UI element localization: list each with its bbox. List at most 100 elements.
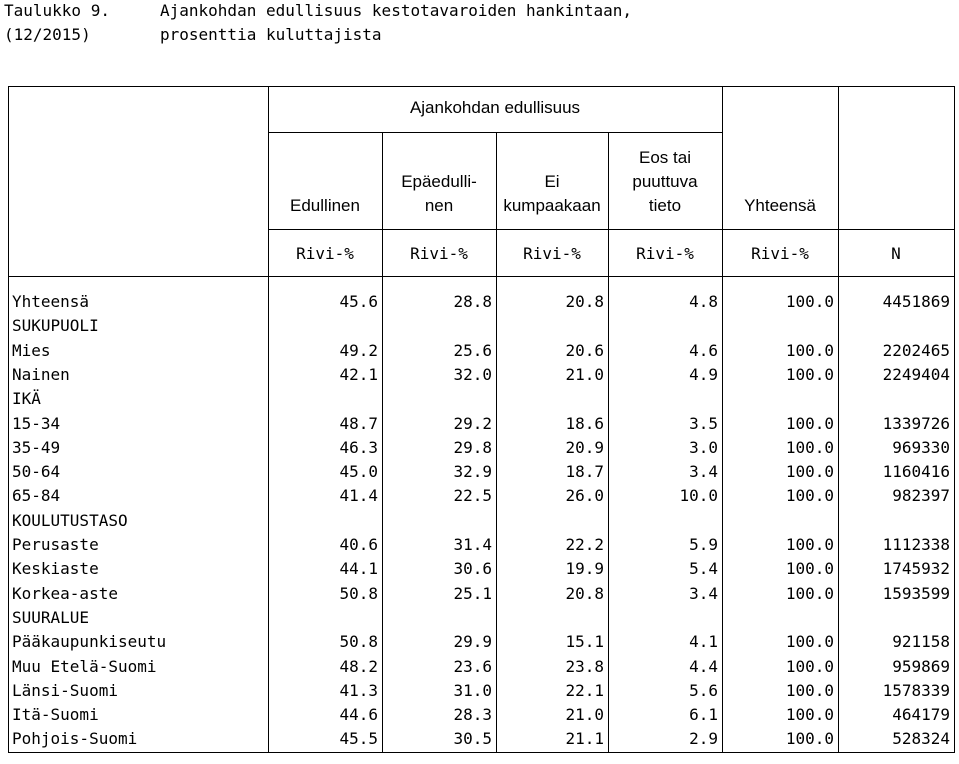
table-cell: 1578339	[882, 680, 950, 700]
table-cell: 100.0	[785, 632, 834, 652]
table-cell: 100.0	[785, 656, 834, 676]
row-label: Keskiaste	[12, 559, 99, 579]
row-label: Nainen	[12, 364, 70, 384]
column-header-line: tieto	[648, 196, 682, 215]
table-cell: 45.6	[339, 292, 378, 311]
column-header-yhteensa: Yhteensä	[722, 194, 838, 218]
table-row: Muu Etelä-Suomi 48.2 23.6 23.8 4.4 100.0 95986…	[0, 655, 959, 679]
table-cell: 22.1	[565, 680, 604, 700]
column-header-line: Ei	[544, 172, 560, 191]
table-cell: 21.1	[565, 729, 604, 749]
table-cell: 21.0	[565, 364, 604, 384]
table-cell: 45.5	[339, 729, 378, 749]
table-cell: 100.0	[785, 292, 834, 311]
table-cell: 29.9	[453, 632, 492, 652]
row-label: 15-34	[12, 413, 61, 433]
table-subtitle: prosenttia kuluttajista	[160, 25, 382, 44]
table-cell: 100.0	[785, 535, 834, 554]
table-cell: 48.7	[339, 413, 378, 433]
table-cell: 100.0	[785, 364, 834, 384]
row-label: Pääkaupunkiseutu	[12, 632, 167, 652]
table-cell: 48.2	[339, 656, 378, 676]
table-cell: 3.4	[689, 462, 718, 482]
row-label: Perusaste	[12, 535, 99, 554]
table-cell: 22.5	[453, 486, 492, 506]
column-header-line: nen	[424, 196, 454, 215]
column-header-line: Yhteensä	[744, 196, 816, 215]
table-cell: 3.5	[689, 413, 718, 433]
unit-label-n: N	[891, 244, 901, 263]
table-cell: 100.0	[785, 729, 834, 749]
table-cell: 50.8	[339, 583, 378, 603]
table-cell: 5.9	[689, 535, 718, 554]
column-header-eos: Eos tai puuttuva tieto	[608, 146, 722, 218]
table-cell: 25.1	[453, 583, 492, 603]
column-header-epaedullinen: Epäedulli-nen	[382, 170, 496, 218]
column-header-line: Eos tai	[639, 148, 691, 167]
table-row: 65-84 41.4 22.5 26.0 10.0 100.0 982397	[0, 484, 959, 508]
table-row: Pääkaupunkiseutu 50.8 29.9 15.1 4.1 100.0 9211…	[0, 630, 959, 654]
table-cell: 10.0	[679, 486, 718, 506]
table-cell: 19.9	[565, 559, 604, 579]
table-cell: 20.8	[565, 583, 604, 603]
table-cell: 32.0	[453, 364, 492, 384]
table-cell: 4.6	[689, 340, 718, 360]
table-cell: 31.4	[453, 535, 492, 554]
unit-label: Rivi-%	[751, 244, 809, 263]
table-cell: 921158	[892, 632, 950, 652]
table-cell: 2202465	[882, 340, 950, 360]
table-cell: 100.0	[785, 705, 834, 725]
table-number-label: Taulukko 9.	[4, 1, 110, 20]
section-header-row: SUKUPUOLI	[0, 314, 959, 338]
row-label: Itä-Suomi	[12, 705, 99, 725]
table-row: Pohjois-Suomi 45.5 30.5 21.1 2.9 100.0 528324	[0, 727, 959, 751]
group-header: Ajankohdan edullisuus	[409, 98, 581, 117]
table-row: Yhteensä 45.6 28.8 20.8 4.8 100.0 4451869	[0, 290, 959, 314]
table-cell: 2249404	[882, 364, 950, 384]
table-cell: 15.1	[565, 632, 604, 652]
table-cell: 1593599	[882, 583, 950, 603]
table-cell: 20.8	[565, 292, 604, 311]
table-cell: 3.0	[689, 437, 718, 457]
table-cell: 100.0	[785, 340, 834, 360]
section-header-row: SUURALUE	[0, 606, 959, 630]
table-cell: 45.0	[339, 462, 378, 482]
row-label: Yhteensä	[12, 292, 90, 311]
table-cell: 20.6	[565, 340, 604, 360]
table-cell: 1745932	[882, 559, 950, 579]
table-row: Mies 49.2 25.6 20.6 4.6 100.0 2202465	[0, 339, 959, 363]
table-cell: 30.5	[453, 729, 492, 749]
table-cell: 100.0	[785, 680, 834, 700]
table-cell: 100.0	[785, 437, 834, 457]
row-label: Mies	[12, 340, 51, 360]
table-cell: 4.9	[689, 364, 718, 384]
table-row: Perusaste 40.6 31.4 22.2 5.9 100.0 1112338	[0, 533, 959, 557]
table-cell: 100.0	[785, 462, 834, 482]
column-header-line: Edullinen	[290, 196, 360, 215]
unit-label: Rivi-%	[296, 244, 354, 263]
row-label: KOULUTUSTASO	[12, 510, 128, 530]
table-cell: 969330	[892, 437, 950, 457]
table-row: 50-64 45.0 32.9 18.7 3.4 100.0 1160416	[0, 460, 959, 484]
row-label: Korkea-aste	[12, 583, 118, 603]
table-cell: 18.6	[565, 413, 604, 433]
table-cell: 464179	[892, 705, 950, 725]
unit-label: Rivi-%	[410, 244, 468, 263]
table-cell: 22.2	[565, 535, 604, 554]
table-cell: 40.6	[339, 535, 378, 554]
table-cell: 28.8	[453, 292, 492, 311]
table-row: Korkea-aste 50.8 25.1 20.8 3.4 100.0 1593599	[0, 582, 959, 606]
table-cell: 982397	[892, 486, 950, 506]
table-cell: 29.2	[453, 413, 492, 433]
table-cell: 30.6	[453, 559, 492, 579]
table-cell: 100.0	[785, 583, 834, 603]
table-cell: 528324	[892, 729, 950, 749]
table-cell: 100.0	[785, 486, 834, 506]
section-header-row: KOULUTUSTASO	[0, 509, 959, 533]
row-label: 35-49	[12, 437, 61, 457]
table-cell: 23.8	[565, 656, 604, 676]
table-cell: 100.0	[785, 413, 834, 433]
table-cell: 18.7	[565, 462, 604, 482]
table-row: 35-49 46.3 29.8 20.9 3.0 100.0 969330	[0, 436, 959, 460]
table-cell: 2.9	[689, 729, 718, 749]
